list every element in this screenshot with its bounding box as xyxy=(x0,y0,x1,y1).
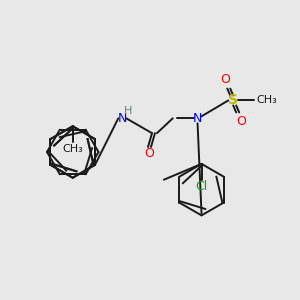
Text: CH₃: CH₃ xyxy=(256,95,277,106)
Text: Cl: Cl xyxy=(195,180,208,193)
Text: O: O xyxy=(144,148,154,160)
Text: N: N xyxy=(193,112,202,125)
Text: N: N xyxy=(118,112,127,125)
Text: O: O xyxy=(220,73,230,86)
Text: CH₃: CH₃ xyxy=(62,144,83,154)
Text: O: O xyxy=(236,115,246,128)
Text: H: H xyxy=(124,106,132,116)
Text: S: S xyxy=(228,94,238,107)
